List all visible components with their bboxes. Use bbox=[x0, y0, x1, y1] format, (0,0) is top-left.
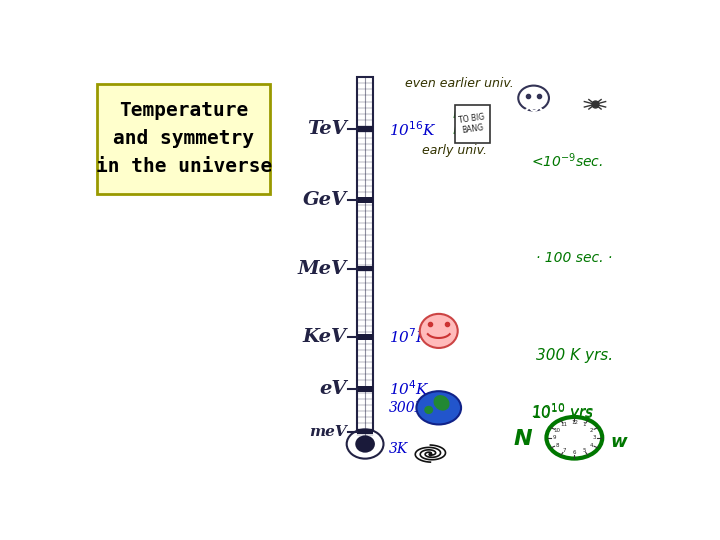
Text: 10$^{16}$K: 10$^{16}$K bbox=[389, 120, 436, 139]
Text: 3: 3 bbox=[593, 435, 596, 440]
Bar bbox=[356, 429, 374, 435]
Text: 7: 7 bbox=[562, 448, 566, 453]
Bar bbox=[356, 77, 374, 441]
Bar bbox=[356, 266, 374, 272]
Text: LHC: LHC bbox=[453, 104, 489, 122]
Text: w: w bbox=[610, 433, 626, 451]
Circle shape bbox=[416, 391, 461, 424]
Text: 4: 4 bbox=[590, 443, 593, 448]
Text: 8: 8 bbox=[555, 443, 559, 448]
Text: 2: 2 bbox=[590, 428, 593, 433]
Text: $10^{10}$ yrs: $10^{10}$ yrs bbox=[531, 402, 594, 424]
Circle shape bbox=[546, 417, 602, 458]
Ellipse shape bbox=[433, 395, 449, 410]
Bar bbox=[356, 386, 374, 392]
Text: meV: meV bbox=[309, 424, 347, 438]
Text: KeV: KeV bbox=[302, 328, 347, 346]
Bar bbox=[356, 126, 374, 132]
FancyBboxPatch shape bbox=[456, 105, 490, 143]
Text: 10: 10 bbox=[554, 428, 560, 433]
Text: <10$^{-9}$sec.: <10$^{-9}$sec. bbox=[531, 151, 603, 170]
Text: 10$^{7}$K: 10$^{7}$K bbox=[389, 328, 429, 347]
Text: 6: 6 bbox=[572, 450, 576, 455]
Text: early univ.: early univ. bbox=[422, 144, 487, 157]
Text: TO BIG
BANG: TO BIG BANG bbox=[458, 112, 487, 135]
Ellipse shape bbox=[347, 429, 384, 458]
Text: 300K: 300K bbox=[389, 401, 426, 415]
Text: · 100 sec. ·: · 100 sec. · bbox=[536, 251, 613, 265]
Text: GeV: GeV bbox=[302, 191, 347, 209]
Text: 12: 12 bbox=[571, 420, 578, 426]
Text: 9: 9 bbox=[552, 435, 556, 440]
Text: 3K: 3K bbox=[389, 442, 408, 456]
Ellipse shape bbox=[518, 85, 549, 111]
Text: 10$^{4}$K: 10$^{4}$K bbox=[389, 380, 429, 399]
Ellipse shape bbox=[355, 435, 375, 453]
Bar bbox=[356, 197, 374, 203]
Text: 300 K yrs.: 300 K yrs. bbox=[536, 348, 613, 363]
Bar bbox=[356, 334, 374, 340]
Text: LEP: LEP bbox=[453, 120, 485, 138]
FancyBboxPatch shape bbox=[97, 84, 270, 194]
Text: even earlier univ.: even earlier univ. bbox=[405, 77, 514, 90]
Text: N: N bbox=[514, 429, 533, 449]
Text: Temperature
and symmetry
in the universe: Temperature and symmetry in the universe bbox=[96, 101, 272, 176]
Text: MeV: MeV bbox=[297, 260, 347, 278]
Text: 5: 5 bbox=[582, 448, 586, 453]
Ellipse shape bbox=[420, 314, 458, 348]
Text: TeV: TeV bbox=[307, 120, 347, 138]
Ellipse shape bbox=[424, 406, 433, 414]
Text: 11: 11 bbox=[561, 422, 568, 427]
Text: 10$^{10}$ yrs: 10$^{10}$ yrs bbox=[531, 401, 594, 423]
Text: 1: 1 bbox=[582, 422, 586, 427]
Text: eV: eV bbox=[319, 380, 347, 398]
